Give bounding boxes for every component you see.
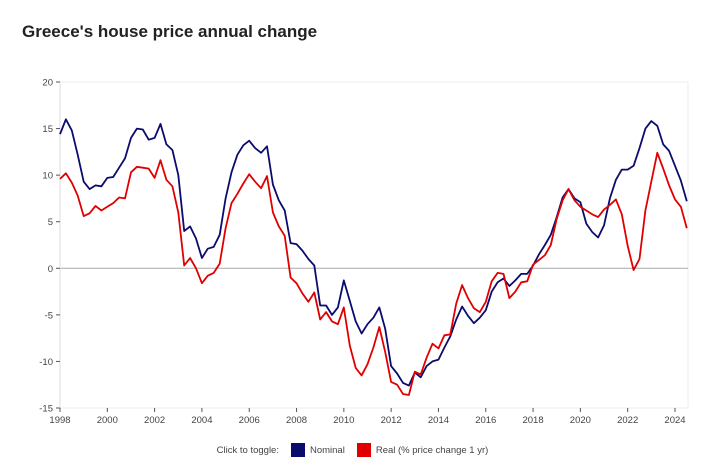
series-line-nominal [59,118,688,387]
x-tick-label: 2000 [97,415,118,426]
x-tick-label: 2014 [428,415,449,426]
x-tick-label: 2008 [286,415,307,426]
x-tick-label: 2022 [617,415,638,426]
x-tick-label: 2002 [144,415,165,426]
legend-swatch-nominal [290,443,305,457]
legend: Click to toggle: Nominal Real (% price c… [0,443,705,457]
y-tick-label: 10 [42,171,53,182]
y-tick-label: -10 [39,357,53,368]
legend-item-nominal[interactable]: Nominal [290,443,345,457]
legend-label-real: Real (% price change 1 yr) [375,444,489,456]
legend-swatch-real [356,443,371,457]
x-tick-label: 2004 [191,415,212,426]
chart-title: Greece's house price annual change [22,22,318,41]
x-tick-label: 2016 [475,415,496,426]
x-tick-label: 2024 [664,415,685,426]
x-tick-label: 2012 [381,415,402,426]
y-tick-label: -5 [45,310,53,321]
y-tick-label: 5 [48,217,53,228]
y-tick-label: 15 [42,124,53,135]
x-tick-label: 1998 [49,415,70,426]
legend-prompt: Click to toggle: [216,444,279,456]
y-tick-label: -15 [39,404,53,415]
series-line-real [59,151,688,396]
x-tick-label: 2006 [239,415,260,426]
legend-label-nominal: Nominal [309,444,345,456]
x-tick-label: 2010 [333,415,354,426]
legend-item-real[interactable]: Real (% price change 1 yr) [356,443,489,457]
y-tick-label: 20 [42,78,53,89]
line-chart: -15 -10 -5 0 5 10 15 20 1998 2000 2002 2004 2006 2008… [39,78,689,426]
x-tick-label: 2020 [570,415,591,426]
y-tick-label: 0 [48,264,53,275]
plot-area [59,81,689,409]
x-tick-label: 2018 [522,415,543,426]
